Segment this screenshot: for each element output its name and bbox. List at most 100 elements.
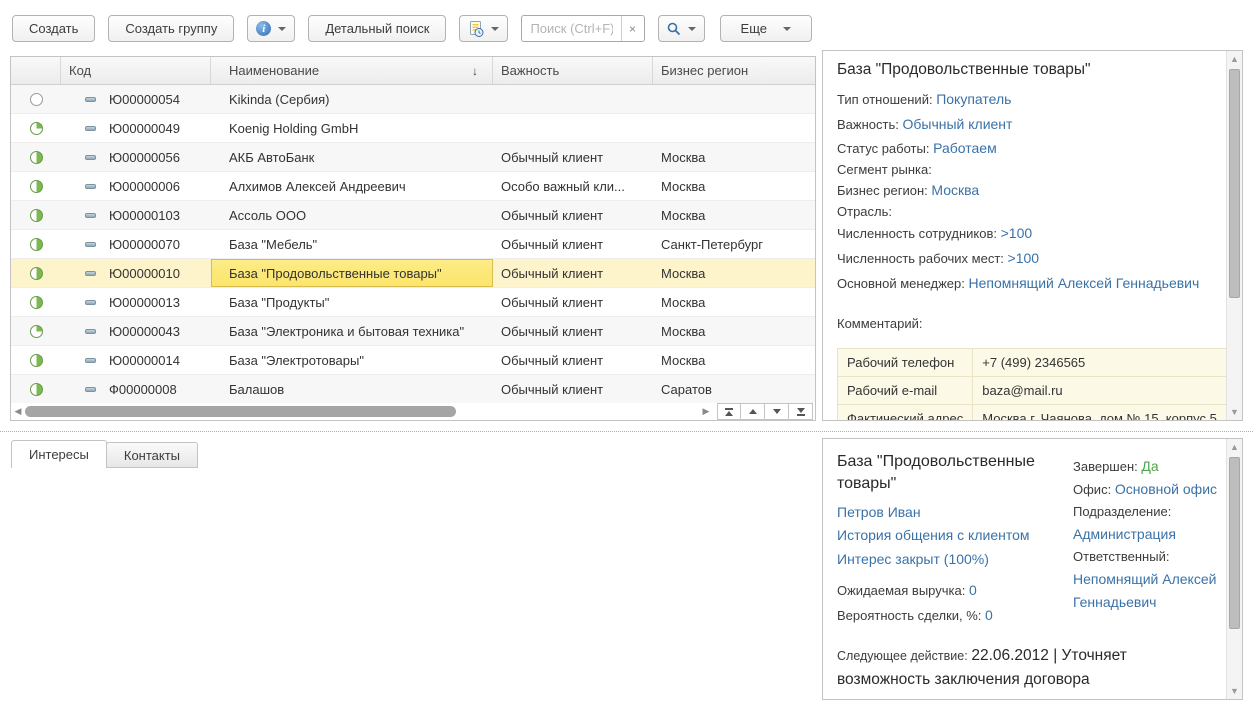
scroll-up-icon[interactable]: ▲ — [1230, 442, 1239, 452]
contact-person-link[interactable]: Петров Иван — [837, 504, 921, 520]
importance-cell[interactable]: Особо важный кли... — [501, 178, 625, 194]
clear-search-icon[interactable]: × — [620, 16, 644, 41]
info-dropdown-button[interactable]: i — [247, 15, 296, 42]
importance-cell[interactable]: Обычный клиент — [501, 207, 604, 223]
importance-cell[interactable]: Обычный клиент — [501, 294, 604, 310]
col-importance[interactable]: Важность — [493, 57, 653, 84]
main-manager-link[interactable]: Непомнящий Алексей Геннадьевич — [968, 275, 1200, 291]
name-cell[interactable]: База "Мебель" — [229, 236, 318, 252]
scroll-down-icon[interactable]: ▼ — [1230, 407, 1239, 417]
go-next-button[interactable] — [765, 403, 789, 420]
name-cell[interactable]: АКБ АвтоБанк — [229, 149, 315, 165]
name-cell[interactable]: База "Электротовары" — [229, 352, 364, 368]
name-cell[interactable]: Kikinda (Сербия) — [229, 91, 330, 107]
region-cell[interactable] — [653, 85, 815, 113]
col-code[interactable]: Код — [61, 57, 211, 84]
table-row[interactable]: Фактический адрес Москва г, Чаянова, дом… — [836, 404, 1226, 420]
client-row[interactable]: Ю00000056 АКБ АвтоБанк Обычный клиент Москв… — [11, 143, 815, 172]
client-row[interactable]: Ю00000013 База "Продукты" Обычный клиент Мо… — [11, 288, 815, 317]
responsible-link[interactable]: Непомнящий Алексей Геннадьевич — [1073, 571, 1217, 610]
region-cell[interactable]: Москва — [661, 149, 706, 165]
name-cell[interactable]: Балашов — [229, 381, 285, 397]
office-link[interactable]: Основной офис — [1114, 481, 1218, 497]
scroll-thumb[interactable] — [1229, 69, 1240, 298]
importance-cell[interactable]: Обычный клиент — [501, 265, 604, 281]
completed-link[interactable]: Да — [1141, 458, 1159, 474]
scroll-up-icon[interactable]: ▲ — [1230, 54, 1239, 64]
importance-cell[interactable] — [493, 85, 653, 113]
client-card-vscrollbar[interactable]: ▲ ▼ — [1226, 51, 1242, 420]
region-cell[interactable] — [653, 114, 815, 142]
business-region-link[interactable]: Москва — [931, 182, 980, 198]
scroll-down-icon[interactable]: ▼ — [1230, 686, 1239, 696]
expected-revenue-link[interactable]: 0 — [968, 582, 977, 598]
client-row[interactable]: Ю00000043 База "Электроника и бытовая тех… — [11, 317, 815, 346]
workplaces-count-link[interactable]: >100 — [1007, 250, 1040, 266]
panel-splitter[interactable] — [0, 431, 1253, 432]
code-cell[interactable]: Ю00000054 — [61, 85, 211, 113]
region-cell[interactable]: Москва — [661, 207, 706, 223]
code-cell[interactable]: Ф00000008 — [61, 375, 211, 403]
region-cell[interactable]: Саратов — [661, 381, 712, 397]
importance-cell[interactable]: Обычный клиент — [501, 236, 604, 252]
code-cell[interactable]: Ю00000043 — [61, 317, 211, 345]
create-group-button[interactable]: Создать группу — [108, 15, 235, 42]
name-cell[interactable]: База "Электроника и бытовая техника" — [229, 323, 465, 339]
code-cell[interactable]: Ю00000070 — [61, 230, 211, 258]
employees-count-link[interactable]: >100 — [1000, 225, 1033, 241]
department-link[interactable]: Администрация — [1073, 526, 1176, 542]
col-region[interactable]: Бизнес регион — [661, 63, 749, 78]
client-row[interactable]: Ю00000049 Koenig Holding GmbH — [11, 114, 815, 143]
go-prev-button[interactable] — [741, 403, 765, 420]
region-cell[interactable]: Москва — [661, 352, 706, 368]
region-cell[interactable]: Санкт-Петербург — [661, 236, 763, 252]
scroll-right-icon[interactable]: ▶ — [702, 406, 710, 416]
importance-cell[interactable]: Обычный клиент — [501, 352, 604, 368]
client-row[interactable]: Ю00000054 Kikinda (Сербия) — [11, 85, 815, 114]
code-cell[interactable]: Ю00000006 — [61, 172, 211, 200]
scroll-thumb[interactable] — [1229, 457, 1240, 629]
tab-contacts[interactable]: Контакты — [105, 442, 199, 468]
client-row[interactable]: Ю00000010 База "Продовольственные товары"… — [11, 259, 815, 288]
create-button[interactable]: Создать — [12, 15, 96, 42]
client-row[interactable]: Ю00000014 База "Электротовары" Обычный кли… — [11, 346, 815, 375]
go-first-button[interactable] — [717, 403, 741, 420]
region-cell[interactable]: Москва — [661, 178, 706, 194]
client-row[interactable]: Ф00000008 Балашов Обычный клиент Саратов — [11, 375, 815, 404]
region-cell[interactable]: Москва — [661, 294, 706, 310]
code-cell[interactable]: Ю00000049 — [61, 114, 211, 142]
name-cell[interactable]: База "Продукты" — [229, 294, 330, 310]
scroll-track[interactable] — [25, 406, 699, 417]
work-status-link[interactable]: Работаем — [933, 140, 997, 156]
code-cell[interactable]: Ю00000014 — [61, 346, 211, 374]
name-cell[interactable]: Алхимов Алексей Андреевич — [229, 178, 406, 194]
deal-probability-link[interactable]: 0 — [985, 607, 993, 623]
history-report-dropdown-button[interactable] — [459, 15, 509, 42]
client-row[interactable]: Ю00000006 Алхимов Алексей Андреевич Особо … — [11, 172, 815, 201]
scroll-thumb[interactable] — [25, 406, 457, 417]
interest-theme-link[interactable]: История общения с клиентом — [837, 527, 1030, 543]
code-cell[interactable]: Ю00000103 — [61, 201, 211, 229]
interest-card-vscrollbar[interactable]: ▲ ▼ — [1226, 439, 1242, 699]
col-name[interactable]: Наименование ↓ — [211, 57, 493, 84]
name-cell[interactable]: Ассоль ООО — [229, 207, 307, 223]
table-row[interactable]: Рабочий телефон +7 (499) 2346565 — [836, 348, 1226, 377]
more-button[interactable]: Еще — [719, 15, 812, 42]
importance-cell[interactable] — [493, 114, 653, 142]
importance-cell[interactable]: Обычный клиент — [501, 149, 604, 165]
detailed-search-button[interactable]: Детальный поиск — [308, 15, 447, 42]
name-cell[interactable]: База "Продовольственные товары" — [211, 259, 493, 287]
tab-interests[interactable]: Интересы — [11, 440, 107, 468]
interest-stage-link[interactable]: Интерес закрыт (100%) — [837, 551, 989, 567]
col-status[interactable] — [11, 57, 61, 84]
importance-cell[interactable]: Обычный клиент — [501, 381, 604, 397]
scroll-left-icon[interactable]: ◀ — [14, 406, 22, 416]
client-row[interactable]: Ю00000070 База "Мебель" Обычный клиент Санк… — [11, 230, 815, 259]
code-cell[interactable]: Ю00000010 — [61, 259, 211, 287]
importance-link[interactable]: Обычный клиент — [902, 116, 1013, 132]
code-cell[interactable]: Ю00000013 — [61, 288, 211, 316]
client-row[interactable]: Ю00000103 Ассоль ООО Обычный клиент Москва — [11, 201, 815, 230]
name-cell[interactable]: Koenig Holding GmbH — [229, 120, 359, 136]
code-cell[interactable]: Ю00000056 — [61, 143, 211, 171]
relation-type-link[interactable]: Покупатель — [936, 91, 1012, 107]
